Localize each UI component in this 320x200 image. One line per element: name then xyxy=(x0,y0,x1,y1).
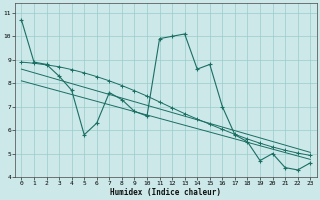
X-axis label: Humidex (Indice chaleur): Humidex (Indice chaleur) xyxy=(110,188,221,197)
